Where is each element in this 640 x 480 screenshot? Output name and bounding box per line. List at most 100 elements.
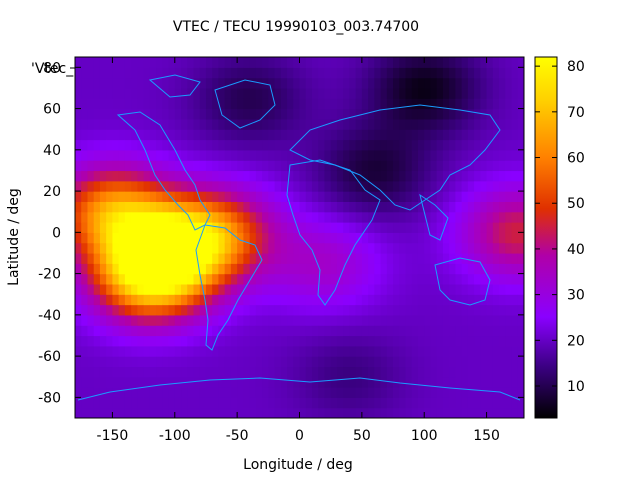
heatmap-cell [411, 191, 419, 202]
heatmap-cell [449, 129, 457, 141]
heatmap-cell [193, 345, 201, 357]
heatmap-cell [430, 118, 438, 130]
heatmap-cell [212, 356, 220, 368]
heatmap-cell [393, 387, 400, 398]
heatmap-cell [280, 67, 288, 79]
heatmap-cell [343, 335, 350, 347]
heatmap-cell [393, 356, 400, 368]
heatmap-cell [193, 366, 201, 378]
heatmap-cell [474, 345, 481, 357]
heatmap-cell [474, 335, 481, 347]
y-tick-label: 20 [43, 184, 61, 200]
heatmap-cell [505, 397, 513, 409]
heatmap-cell [224, 252, 232, 264]
heatmap-cell [118, 67, 126, 79]
heatmap-cell [224, 232, 232, 244]
heatmap-cell [436, 387, 444, 398]
heatmap-cell [324, 211, 332, 223]
heatmap-cell [162, 57, 170, 68]
heatmap-cell [262, 57, 269, 68]
heatmap-cell [324, 222, 332, 233]
heatmap-cell [118, 242, 126, 254]
heatmap-cell [480, 242, 488, 254]
heatmap-cell [280, 98, 288, 110]
heatmap-cell [137, 356, 145, 368]
heatmap-cell [106, 222, 114, 233]
heatmap-cell [112, 191, 120, 202]
heatmap-cell [368, 160, 375, 172]
heatmap-cell [274, 149, 282, 161]
heatmap-cell [311, 273, 319, 285]
heatmap-cell [455, 366, 463, 378]
heatmap-cell [93, 139, 101, 151]
heatmap-cell [149, 283, 157, 295]
heatmap-cell [112, 335, 120, 347]
heatmap-cell [112, 222, 120, 233]
heatmap-cell [486, 139, 494, 151]
heatmap-cell [305, 356, 313, 368]
heatmap-cell [399, 211, 407, 223]
heatmap-cell [131, 366, 138, 378]
heatmap-cell [349, 376, 357, 388]
heatmap-cell [131, 129, 138, 141]
heatmap-cell [374, 242, 382, 254]
heatmap-cell [417, 77, 425, 89]
heatmap-cell [430, 283, 438, 295]
heatmap-cell [81, 232, 89, 244]
heatmap-cell [143, 314, 151, 326]
heatmap-cell [293, 345, 301, 357]
heatmap-cell [255, 232, 263, 244]
heatmap-cell [243, 160, 251, 172]
heatmap-cell [411, 335, 419, 347]
heatmap-cell [99, 273, 107, 285]
heatmap-cell [193, 407, 201, 418]
heatmap-cell [181, 242, 188, 254]
heatmap-cell [336, 77, 344, 89]
heatmap-cell [343, 191, 350, 202]
heatmap-cell [343, 77, 350, 89]
heatmap-cell [243, 283, 251, 295]
heatmap-cell [174, 160, 182, 172]
heatmap-cell [212, 232, 220, 244]
heatmap-cell [492, 356, 500, 368]
heatmap-cell [436, 108, 444, 120]
heatmap-cell [455, 356, 463, 368]
heatmap-cell [399, 397, 407, 409]
heatmap-cell [168, 211, 176, 223]
heatmap-cell [467, 335, 475, 347]
heatmap-cell [380, 242, 388, 254]
heatmap-cell [330, 325, 338, 337]
heatmap-cell [505, 283, 513, 295]
heatmap-cell [193, 294, 201, 306]
heatmap-cell [131, 263, 138, 275]
heatmap-cell [386, 242, 394, 254]
heatmap-cell [467, 294, 475, 306]
heatmap-cell [106, 356, 114, 368]
heatmap-cell [486, 108, 494, 120]
heatmap-cell [399, 77, 407, 89]
heatmap-cell [75, 67, 82, 79]
heatmap-cell [318, 222, 326, 233]
heatmap-cell [230, 294, 238, 306]
heatmap-cell [193, 356, 201, 368]
heatmap-cell [124, 139, 132, 151]
heatmap-cell [205, 273, 213, 285]
heatmap-cell [243, 201, 251, 213]
heatmap-cell [330, 263, 338, 275]
heatmap-cell [243, 139, 251, 151]
heatmap-cell [181, 263, 188, 275]
heatmap-cell [268, 335, 276, 347]
heatmap-cell [174, 387, 182, 398]
heatmap-cell [212, 242, 220, 254]
heatmap-cell [293, 252, 301, 264]
heatmap-cell [268, 67, 276, 79]
heatmap-cell [106, 283, 114, 295]
heatmap-cell [411, 283, 419, 295]
heatmap-cell [330, 139, 338, 151]
heatmap-cell [424, 232, 432, 244]
heatmap-cell [430, 67, 438, 79]
heatmap-cell [511, 139, 519, 151]
heatmap-cell [343, 232, 350, 244]
heatmap-cell [449, 242, 457, 254]
y-tick-label: 0 [52, 225, 61, 241]
